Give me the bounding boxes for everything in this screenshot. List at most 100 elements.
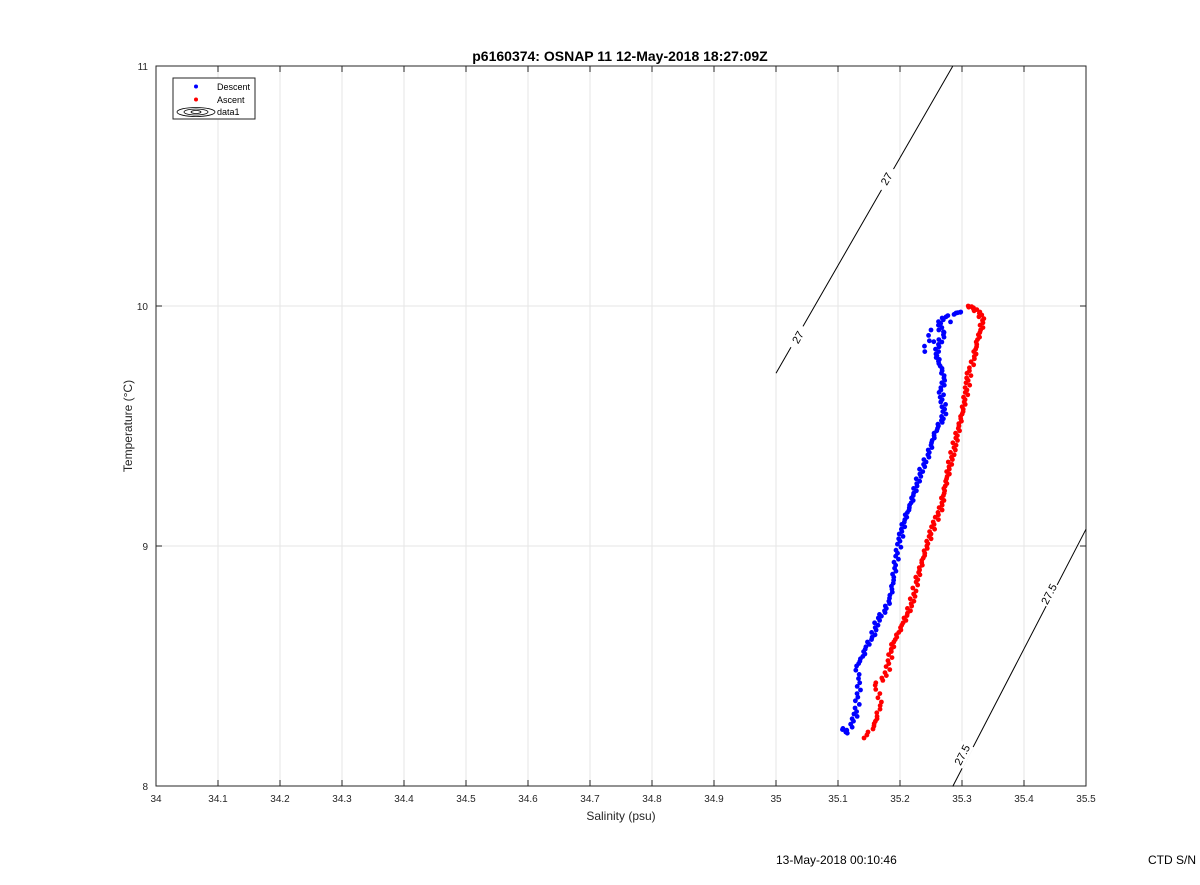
descent-point: [945, 313, 951, 318]
descent-point: [854, 709, 859, 714]
descent-point: [852, 698, 858, 704]
ascent-point: [877, 703, 883, 708]
grid-lines: [155, 65, 1087, 787]
descent-point: [865, 639, 870, 645]
descent-point: [840, 727, 845, 732]
ascent-point: [966, 365, 972, 371]
y-tick-label: 10: [137, 302, 149, 313]
legend-descent-marker: [194, 84, 198, 89]
timestamp-label: 13-May-2018 00:10:46: [776, 853, 897, 867]
ascent-point: [889, 655, 895, 660]
contour-label: 27: [790, 329, 807, 346]
ascent-point: [877, 706, 883, 712]
ascent-point: [968, 373, 974, 378]
legend-data1-label: data1: [217, 107, 240, 117]
descent-point: [882, 603, 888, 609]
ascent-point: [951, 452, 957, 458]
x-tick-label: 34.1: [208, 794, 228, 805]
ascent-point: [927, 529, 933, 534]
y-tick-label: 9: [142, 542, 148, 553]
x-tick-label: 34.7: [580, 794, 600, 805]
contour-label-bg: [785, 323, 810, 352]
ascent-point: [874, 710, 880, 716]
ascent-point: [910, 585, 916, 591]
ascent-point: [945, 459, 951, 465]
descent-point: [922, 349, 928, 354]
x-tick-label: 35.2: [890, 794, 910, 805]
y-tick-label: 11: [138, 62, 149, 73]
descent-point: [849, 716, 855, 722]
ascent-point: [965, 303, 971, 309]
legend-box: [172, 77, 256, 120]
descent-point: [936, 337, 942, 342]
ascent-point: [961, 394, 966, 400]
ascent-point: [962, 385, 968, 390]
ascent-point: [861, 735, 867, 741]
y-tick-label: 8: [142, 782, 148, 793]
legend: Descent Ascent data1: [172, 77, 256, 120]
ascent-point: [953, 430, 958, 436]
x-tick-label: 34.3: [332, 794, 352, 805]
x-tick-label: 34.6: [518, 794, 538, 805]
descent-point: [852, 705, 858, 711]
x-tick-label: 35.4: [1014, 794, 1034, 805]
ascent-point: [913, 588, 919, 594]
descent-point: [941, 392, 946, 398]
descent-point: [877, 612, 882, 617]
descent-point: [935, 421, 941, 427]
descent-point: [863, 644, 869, 650]
x-tick-label: 34.8: [642, 794, 662, 805]
descent-point: [853, 667, 859, 673]
ascent-point: [877, 691, 883, 696]
ascent-point: [968, 359, 974, 365]
descent-point: [938, 385, 944, 390]
descent-point: [898, 526, 904, 532]
ascent-point: [935, 510, 941, 515]
descent-point: [936, 342, 941, 347]
descent-point: [875, 622, 881, 628]
descent-point: [896, 536, 902, 542]
x-tick-label: 34.5: [456, 794, 476, 805]
descent-point: [917, 478, 923, 484]
descent-point: [900, 534, 906, 539]
descent-point: [869, 630, 875, 635]
descent-point: [872, 632, 878, 638]
ascent-point: [875, 695, 881, 701]
data-points: [840, 303, 987, 741]
ascent-point: [950, 440, 956, 446]
contour-label-bg: [1037, 580, 1061, 608]
y-axis-label: Temperature (°C): [121, 380, 135, 472]
descent-point: [936, 319, 941, 324]
descent-point: [928, 327, 934, 333]
descent-point: [939, 404, 945, 410]
ascent-point: [930, 519, 936, 525]
x-tick-label: 35.1: [828, 794, 848, 805]
ascent-point: [924, 538, 930, 544]
ascent-point: [905, 606, 910, 611]
descent-point: [858, 687, 863, 693]
legend-descent-label: Descent: [217, 82, 251, 92]
ascent-point: [885, 658, 891, 663]
descent-point: [941, 329, 946, 335]
descent-point: [939, 414, 944, 419]
descent-point: [958, 309, 964, 315]
descent-point: [898, 544, 904, 550]
descent-point: [926, 333, 931, 338]
x-tick-label: 34: [150, 794, 162, 805]
axis-ticks: 34 34.1 34.2 34.3 34.4 34.5 34.6 34.7 34.8 34.9 35…: [137, 62, 1096, 805]
descent-point: [937, 394, 943, 400]
legend-ascent-marker: [194, 97, 198, 102]
descent-point: [893, 547, 899, 553]
contour-label: 27: [879, 171, 896, 188]
descent-point: [854, 691, 860, 696]
x-tick-label: 35.5: [1076, 794, 1096, 805]
descent-point: [844, 727, 850, 733]
descent-point: [925, 447, 931, 453]
ascent-point: [967, 382, 973, 388]
ascent-point: [981, 316, 987, 321]
descent-point: [926, 338, 932, 344]
contour-label-bg: [950, 740, 974, 769]
descent-point: [939, 325, 945, 330]
descent-point: [911, 486, 916, 491]
